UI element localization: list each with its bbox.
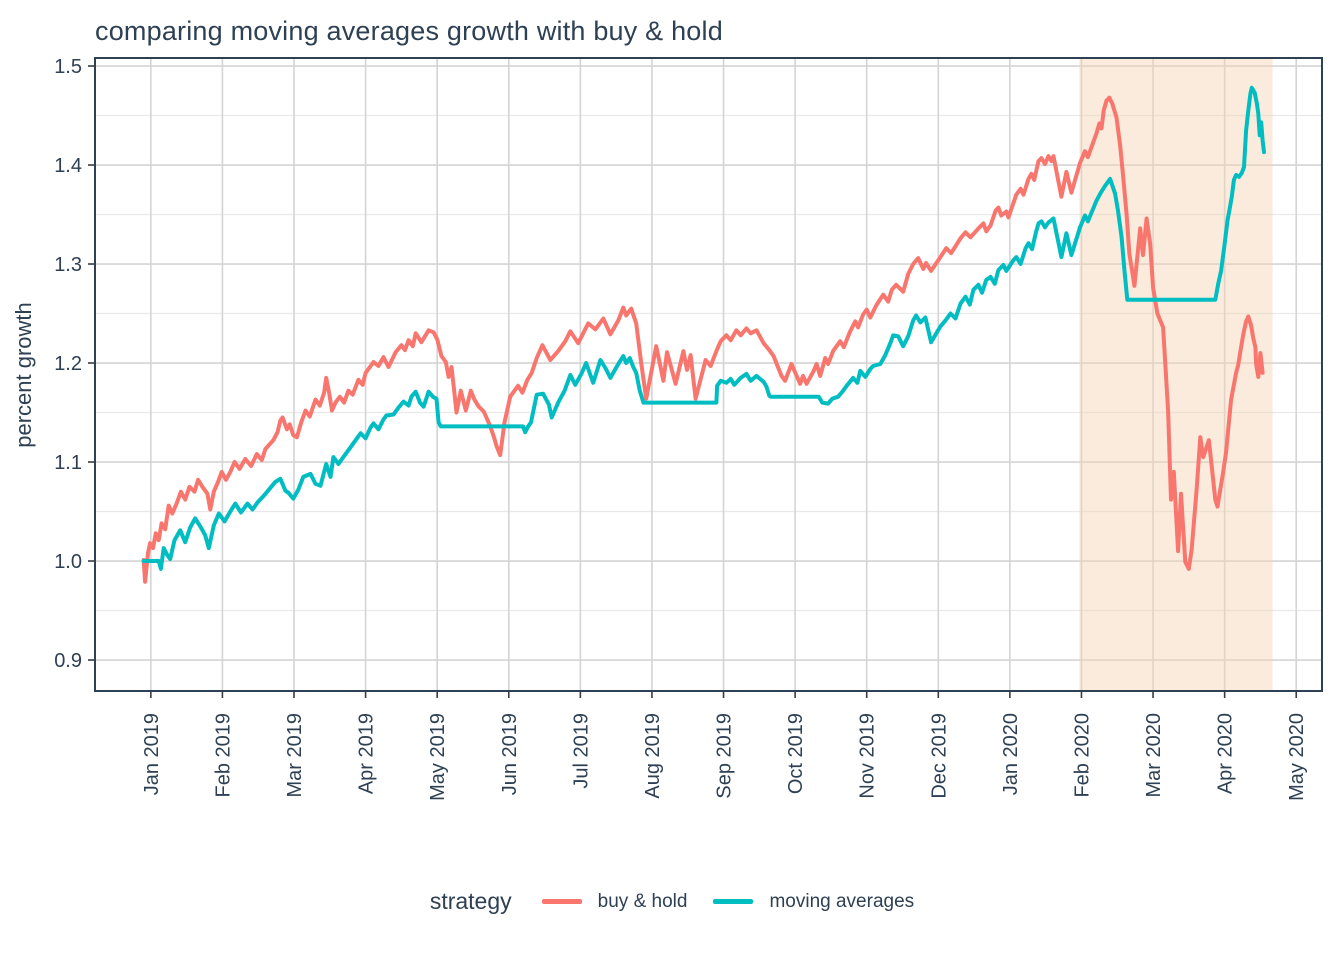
x-tick-label: Jun 2019 (499, 713, 521, 795)
buy-and-hold-line-swatch (541, 899, 582, 904)
x-tick-label: Dec 2019 (928, 713, 950, 799)
x-tick-label: Nov 2019 (857, 713, 879, 799)
y-tick-label: 1.1 (54, 452, 82, 474)
y-tick-label: 1.3 (54, 254, 82, 276)
y-tick-label: 1.2 (54, 353, 82, 375)
x-tick-label: Mar 2019 (284, 713, 306, 798)
x-tick-label: Jan 2020 (1000, 713, 1022, 795)
legend-item-moving-averages: moving averages (713, 891, 914, 913)
y-tick-label: 1.0 (54, 551, 82, 573)
x-tick-label: Sep 2019 (714, 713, 736, 799)
legend-label-moving-averages: moving averages (769, 890, 915, 912)
legend-label-buy-and-hold: buy & hold (597, 890, 688, 912)
x-tick-label: Jan 2019 (141, 713, 163, 795)
moving-averages-line-swatch (713, 899, 754, 904)
y-tick-label: 1.4 (54, 155, 82, 177)
chart-title: comparing moving averages growth with bu… (95, 16, 723, 46)
x-tick-label: May 2019 (427, 713, 449, 801)
y-tick-label: 0.9 (54, 650, 82, 672)
x-tick-label: Jul 2019 (570, 713, 592, 789)
plot-border (94, 57, 1323, 692)
legend-item-buy-and-hold: buy & hold (541, 890, 688, 913)
x-tick-label: Oct 2019 (785, 713, 807, 794)
buy-and-hold-line (141, 95, 1265, 584)
x-tick-label: Apr 2020 (1215, 713, 1237, 794)
x-tick-label: Apr 2019 (356, 713, 378, 794)
legend-title: strategy (429, 888, 512, 914)
x-tick-label: Feb 2019 (212, 713, 234, 798)
x-tick-label: Mar 2020 (1143, 713, 1165, 798)
x-tick-label: May 2020 (1286, 713, 1308, 801)
legend: strategy buy & hold moving averages (0, 888, 1344, 915)
highlight-region (1079, 58, 1273, 691)
plot-area: 0.9 1.0 1.1 1.2 1.3 1.4 1.5 Jan 2019 Feb 2019 Mar… (54, 56, 1323, 801)
y-tick-label: 1.5 (54, 56, 82, 78)
x-tick-label: Aug 2019 (642, 713, 664, 799)
x-tick-label: Feb 2020 (1071, 713, 1093, 798)
moving-averages-line (141, 85, 1266, 571)
